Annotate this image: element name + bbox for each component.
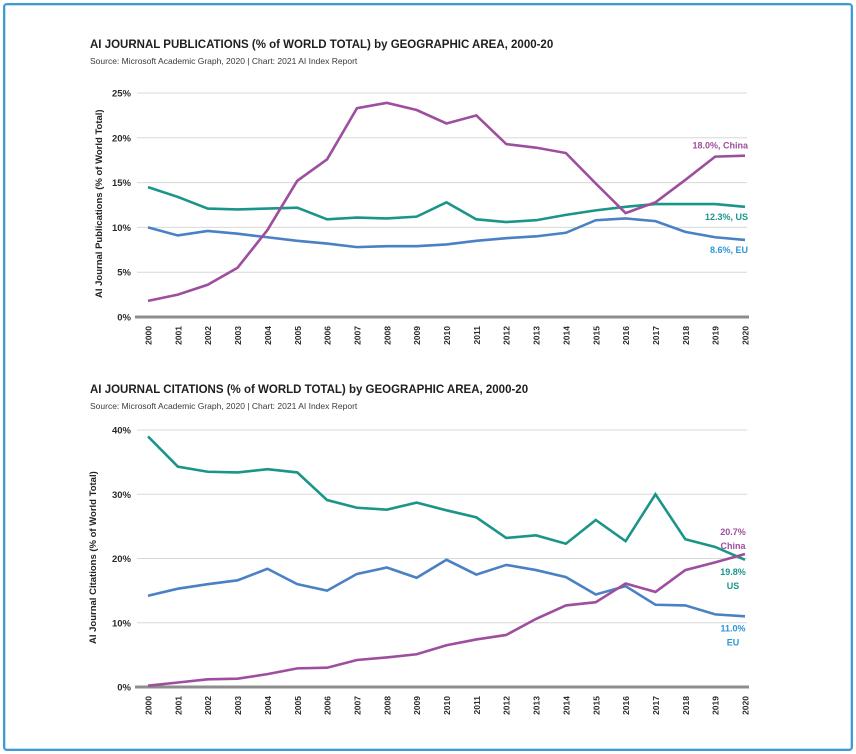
x-tick-label: 2008 <box>382 326 392 345</box>
end-label-eu: EU <box>727 637 740 647</box>
x-tick-label: 2000 <box>144 696 154 715</box>
x-tick-label: 2009 <box>412 326 422 345</box>
x-tick-label: 2006 <box>323 696 333 715</box>
x-tick-label: 2012 <box>502 696 512 715</box>
y-tick-label: 10% <box>112 618 132 629</box>
end-label-china: 18.0%, China <box>692 141 749 151</box>
y-tick-label: 15% <box>112 178 132 189</box>
x-tick-label: 2013 <box>532 696 542 715</box>
series-line-us <box>147 185 746 224</box>
x-tick-label: 2018 <box>681 326 691 345</box>
x-tick-label: 2020 <box>741 326 751 345</box>
x-tick-label: 2010 <box>442 326 452 345</box>
x-tick-label: 2018 <box>681 696 691 715</box>
x-tick-label: 2017 <box>651 696 661 715</box>
publications-chart-title: AI JOURNAL PUBLICATIONS (% of WORLD TOTA… <box>90 39 554 51</box>
x-tick-label: 2001 <box>173 326 183 345</box>
publications-line-chart: 0% 5% 10% 15% 20% 25% 2000 2001 2002 2003 2004 2005… <box>112 89 751 345</box>
end-label-china: China <box>720 541 746 551</box>
x-tick-label: 2007 <box>352 326 362 345</box>
end-label-eu: 8.6%, EU <box>710 245 748 255</box>
x-tick-label: 2007 <box>352 696 362 715</box>
series-line-eu <box>147 217 746 249</box>
x-tick-label: 2009 <box>412 696 422 715</box>
x-tick-label: 2014 <box>561 696 571 715</box>
x-tick-label: 2015 <box>591 326 601 345</box>
x-tick-label: 2004 <box>263 326 273 345</box>
end-label-eu: 11.0% <box>720 623 745 633</box>
x-tick-label: 2005 <box>293 696 303 715</box>
series-line-china <box>147 101 746 303</box>
end-label-us: US <box>727 581 740 591</box>
y-tick-label: 40% <box>112 426 132 437</box>
x-tick-label: 2001 <box>173 696 183 715</box>
y-tick-label: 25% <box>112 89 132 100</box>
x-tick-label: 2008 <box>382 696 392 715</box>
series-line-eu <box>147 558 746 618</box>
x-tick-label: 2014 <box>561 326 571 345</box>
x-tick-label: 2003 <box>233 326 243 345</box>
x-tick-label: 2011 <box>472 326 482 345</box>
x-tick-label: 2020 <box>741 696 751 715</box>
x-tick-label: 2004 <box>263 696 273 715</box>
series-line-us <box>147 435 746 561</box>
x-tick-label: 2016 <box>621 326 631 345</box>
y-tick-label: 30% <box>112 490 132 501</box>
publications-chart-source: Source: Microsoft Academic Graph, 2020 |… <box>90 56 358 66</box>
series-line-china <box>147 552 746 688</box>
x-tick-label: 2000 <box>144 326 154 345</box>
x-tick-label: 2003 <box>233 696 243 715</box>
y-tick-label: 20% <box>112 554 132 565</box>
x-tick-label: 2002 <box>203 326 213 345</box>
y-tick-label: 0% <box>117 313 131 324</box>
citations-chart-source: Source: Microsoft Academic Graph, 2020 |… <box>90 401 358 411</box>
x-tick-label: 2019 <box>711 326 721 345</box>
y-tick-label: 0% <box>117 683 131 694</box>
end-label-china: 20.7% <box>720 527 746 537</box>
x-tick-label: 2011 <box>472 696 482 715</box>
x-tick-label: 2002 <box>203 696 213 715</box>
x-tick-label: 2019 <box>711 696 721 715</box>
y-tick-label: 10% <box>112 223 132 234</box>
end-label-us: 19.8% <box>720 567 746 577</box>
x-tick-label: 2017 <box>651 326 661 345</box>
x-tick-label: 2015 <box>591 696 601 715</box>
x-tick-label: 2013 <box>532 326 542 345</box>
end-label-us: 12.3%, US <box>705 212 748 222</box>
citations-line-chart: 0% 10% 20% 30% 40% 2000 2001 2002 2003 2004 2005 20… <box>112 426 751 715</box>
citations-chart-title: AI JOURNAL CITATIONS (% of WORLD TOTAL) … <box>90 384 529 396</box>
x-tick-label: 2010 <box>442 696 452 715</box>
x-tick-label: 2016 <box>621 696 631 715</box>
x-tick-label: 2012 <box>502 326 512 345</box>
y-tick-label: 5% <box>117 268 131 279</box>
y-tick-label: 20% <box>112 133 132 144</box>
x-tick-label: 2005 <box>293 326 303 345</box>
x-tick-label: 2006 <box>323 326 333 345</box>
